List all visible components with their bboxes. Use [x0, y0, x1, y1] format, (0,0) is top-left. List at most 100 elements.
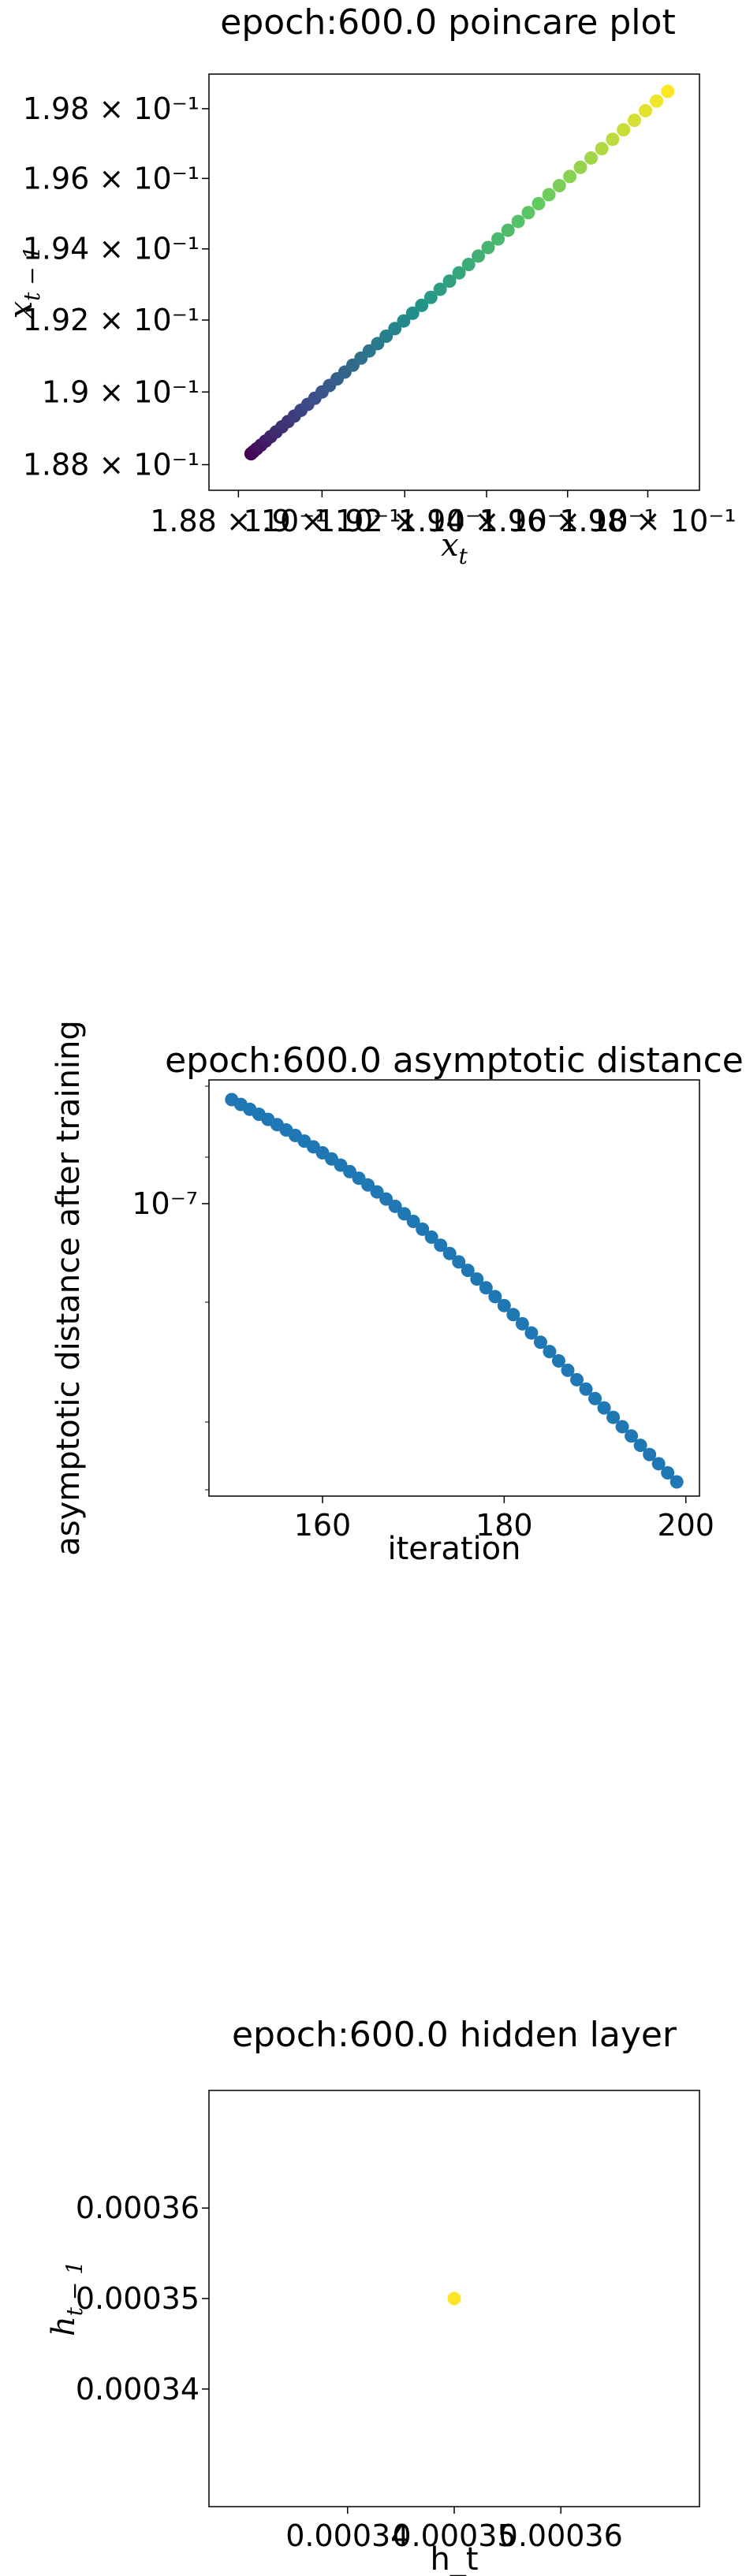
poincare-point [628, 114, 642, 128]
asymptotic-ticks: 160 180 200 10⁻⁷ [132, 1085, 714, 1543]
poincare-y-tick-label: 1.94 × 10⁻¹ [23, 232, 200, 266]
asymptotic-points [225, 1093, 684, 1489]
poincare-point [481, 240, 495, 255]
asymptotic-x-tick-label: 160 [294, 1508, 352, 1543]
hidden-layer-y-tick-label: 0.00034 [76, 2372, 200, 2407]
asymptotic-point [615, 1420, 629, 1434]
asymptotic-plot-frame [208, 1079, 700, 1497]
asymptotic-point [579, 1382, 593, 1396]
hidden-layer-ylabel: ht − 1 [46, 2261, 88, 2336]
poincare-title: epoch:600.0 poincare plot [220, 2, 675, 43]
poincare-chart: epoch:600.0 poincare plot 1.88 × 10⁻¹ 1.8… [3, 2, 737, 569]
poincare-point [617, 123, 631, 137]
poincare-x-tick-label: 1.98 × 10⁻¹ [559, 504, 736, 538]
poincare-x-tick-label: 1.9 × 10⁻¹ [243, 504, 401, 538]
asymptotic-point [551, 1353, 565, 1368]
poincare-point [595, 142, 609, 156]
poincare-point [542, 188, 556, 202]
poincare-x-tick-label: 1.94 × 10⁻¹ [398, 504, 575, 538]
poincare-points [244, 84, 675, 461]
asymptotic-xlabel: iteration [388, 1531, 521, 1567]
asymptotic-title: epoch:600.0 asymptotic distance [165, 1040, 744, 1081]
asymptotic-point [515, 1316, 529, 1331]
asymptotic-point [543, 1345, 557, 1359]
asymptotic-point [442, 1246, 457, 1260]
asymptotic-point [570, 1372, 584, 1387]
asymptotic-point [434, 1238, 448, 1253]
hidden-layer-points [447, 2291, 461, 2306]
poincare-point [584, 151, 599, 165]
poincare-y-tick-label: 1.88 × 10⁻¹ [23, 447, 200, 482]
hidden-layer-y-tick-label: 0.00036 [76, 2191, 200, 2225]
asymptotic-point [461, 1264, 475, 1278]
poincare-point [521, 206, 535, 220]
poincare-point [388, 322, 402, 336]
asymptotic-point [606, 1410, 621, 1424]
poincare-y-tick-label: 1.9 × 10⁻¹ [42, 374, 200, 409]
poincare-x-tick-label: 1.88 × 10⁻¹ [150, 504, 326, 538]
asymptotic-point [388, 1199, 402, 1213]
asymptotic-point [506, 1308, 520, 1322]
poincare-point [532, 196, 546, 210]
asymptotic-y-tick-label: 10⁻⁷ [132, 1186, 198, 1221]
hidden-layer-y-tick-label: 0.00035 [76, 2281, 200, 2316]
asymptotic-point [670, 1475, 684, 1489]
poincare-point [423, 290, 438, 304]
poincare-point [573, 160, 587, 174]
poincare-x-tick-label: 1.92 × 10⁻¹ [316, 504, 493, 538]
poincare-point [606, 132, 620, 147]
asymptotic-point [470, 1272, 484, 1286]
asymptotic-point [416, 1222, 430, 1236]
asymptotic-point [379, 1192, 394, 1206]
asymptotic-ylabel: asymptotic distance after training [50, 1020, 87, 1556]
asymptotic-point [625, 1429, 639, 1443]
hidden-layer-x-tick-label: 0.00034 [285, 2518, 409, 2553]
asymptotic-point [406, 1215, 420, 1229]
poincare-y-tick-label: 1.98 × 10⁻¹ [23, 91, 200, 126]
asymptotic-x-tick-label: 180 [476, 1508, 533, 1543]
poincare-point [461, 258, 476, 272]
asymptotic-point [452, 1255, 466, 1269]
poincare-plot-frame [208, 73, 700, 491]
asymptotic-point [488, 1290, 502, 1304]
asymptotic-point [643, 1447, 657, 1461]
poincare-point [397, 314, 411, 328]
poincare-point [650, 94, 664, 108]
poincare-point [511, 214, 525, 229]
poincare-point [501, 223, 515, 237]
hidden-layer-ticks: 0.000340.000350.000360.000360.000350.000… [76, 2191, 623, 2553]
poincare-point [552, 178, 566, 192]
poincare-ticks: 1.88 × 10⁻¹1.88 × 10⁻¹1.9 × 10⁻¹1.9 × 10… [23, 91, 737, 538]
asymptotic-point [533, 1335, 547, 1349]
asymptotic-point [397, 1207, 412, 1221]
asymptotic-x-tick-label: 200 [657, 1508, 714, 1543]
asymptotic-chart: epoch:600.0 asymptotic distance 160 180 20… [50, 1020, 744, 1567]
asymptotic-point [424, 1230, 438, 1244]
asymptotic-point [561, 1363, 575, 1377]
poincare-point [639, 103, 653, 117]
asymptotic-point [479, 1281, 493, 1295]
poincare-point [491, 232, 505, 246]
poincare-point [379, 329, 394, 344]
poincare-y-tick-label: 1.96 × 10⁻¹ [23, 161, 200, 195]
asymptotic-point [661, 1466, 675, 1480]
poincare-point [452, 266, 466, 280]
poincare-point [442, 274, 457, 288]
asymptotic-point [597, 1401, 611, 1415]
poincare-x-tick-label: 1.96 × 10⁻¹ [479, 504, 656, 538]
poincare-point [433, 282, 447, 296]
hidden-layer-chart: epoch:600.0 hidden layer 0.000340.000350… [46, 2015, 700, 2576]
poincare-point [415, 298, 429, 312]
asymptotic-point [370, 1185, 384, 1199]
asymptotic-point [497, 1298, 511, 1312]
poincare-y-tick-label: 1.92 × 10⁻¹ [23, 303, 200, 337]
asymptotic-point [524, 1326, 539, 1340]
asymptotic-point [633, 1439, 647, 1453]
poincare-point [472, 249, 486, 263]
hidden-layer-x-tick-label: 0.00036 [499, 2518, 623, 2553]
poincare-point [405, 306, 420, 320]
poincare-point [563, 169, 577, 184]
asymptotic-point [361, 1178, 375, 1192]
poincare-ylabel: xt − 1 [3, 246, 45, 319]
hidden-layer-point [447, 2291, 461, 2306]
